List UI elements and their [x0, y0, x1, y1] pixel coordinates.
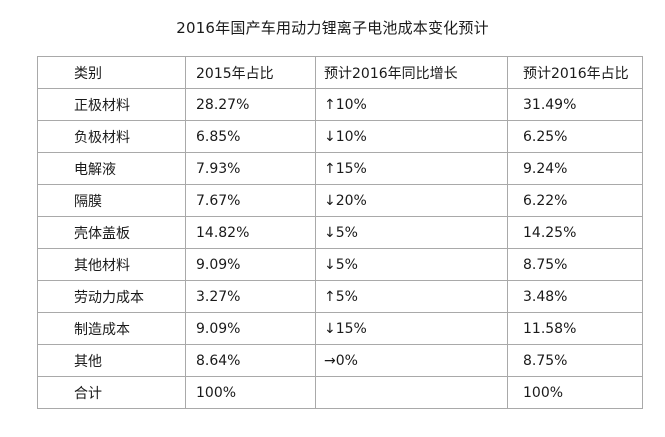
growth-value: 0%: [335, 352, 358, 369]
table-row: 制造成本 9.09% ↓15% 11.58%: [37, 312, 643, 345]
cell-share-2015: 28.27%: [185, 88, 316, 121]
cell-growth-2016: ↑5%: [315, 280, 508, 313]
cell-share-2016: 31.49%: [507, 88, 643, 121]
cell-share-2016: 8.75%: [507, 248, 643, 281]
cell-category: 正极材料: [37, 88, 186, 121]
cell-share-2016: 14.25%: [507, 216, 643, 249]
cell-growth-2016: ↑15%: [315, 152, 508, 185]
arrow-right-icon: →: [324, 352, 336, 369]
header-share-2015: 2015年占比: [185, 56, 316, 89]
cell-share-2015: 100%: [185, 376, 316, 409]
growth-value: 15%: [335, 160, 367, 177]
cell-category: 合计: [37, 376, 186, 409]
cell-category: 电解液: [37, 152, 186, 185]
header-growth-2016: 预计2016年同比增长: [315, 56, 508, 89]
cell-share-2016: 3.48%: [507, 280, 643, 313]
arrow-down-icon: ↓: [324, 224, 336, 241]
table-row: 隔膜 7.67% ↓20% 6.22%: [37, 184, 643, 217]
cell-share-2015: 7.93%: [185, 152, 316, 185]
cell-category: 其他材料: [37, 248, 186, 281]
cell-growth-2016: ↑10%: [315, 88, 508, 121]
table-row: 其他 8.64% →0% 8.75%: [37, 344, 643, 377]
cell-share-2016: 8.75%: [507, 344, 643, 377]
growth-value: 5%: [335, 256, 358, 273]
table-row: 电解液 7.93% ↑15% 9.24%: [37, 152, 643, 185]
growth-value: 15%: [335, 320, 367, 337]
cell-share-2015: 14.82%: [185, 216, 316, 249]
arrow-up-icon: ↑: [324, 288, 336, 305]
cell-share-2015: 7.67%: [185, 184, 316, 217]
growth-value: 5%: [335, 288, 358, 305]
cell-share-2016: 100%: [507, 376, 643, 409]
growth-value: 10%: [335, 96, 367, 113]
table-title: 2016年国产车用动力锂离子电池成本变化预计: [176, 19, 489, 37]
table-header-row: 类别 2015年占比 预计2016年同比增长 预计2016年占比: [37, 56, 643, 89]
table-row: 合计 100% 100%: [37, 376, 643, 409]
growth-value: 10%: [335, 128, 367, 145]
cell-growth-2016: ↓5%: [315, 216, 508, 249]
cell-category: 负极材料: [37, 120, 186, 153]
arrow-down-icon: ↓: [324, 256, 336, 273]
cell-share-2016: 11.58%: [507, 312, 643, 345]
cell-category: 隔膜: [37, 184, 186, 217]
cell-growth-2016: ↓20%: [315, 184, 508, 217]
cost-change-table: 类别 2015年占比 预计2016年同比增长 预计2016年占比 正极材料 28.…: [37, 56, 643, 409]
cell-growth-2016: →0%: [315, 344, 508, 377]
arrow-down-icon: ↓: [324, 320, 336, 337]
cell-growth-2016: ↓10%: [315, 120, 508, 153]
cell-category: 劳动力成本: [37, 280, 186, 313]
growth-value: 5%: [335, 224, 358, 241]
cell-share-2015: 6.85%: [185, 120, 316, 153]
cell-category: 壳体盖板: [37, 216, 186, 249]
cell-growth-2016: ↓15%: [315, 312, 508, 345]
cell-share-2015: 3.27%: [185, 280, 316, 313]
arrow-down-icon: ↓: [324, 128, 336, 145]
arrow-up-icon: ↑: [324, 160, 336, 177]
cell-share-2015: 9.09%: [185, 248, 316, 281]
cell-share-2016: 9.24%: [507, 152, 643, 185]
cell-category: 其他: [37, 344, 186, 377]
table-row: 壳体盖板 14.82% ↓5% 14.25%: [37, 216, 643, 249]
cell-category: 制造成本: [37, 312, 186, 345]
table-row: 正极材料 28.27% ↑10% 31.49%: [37, 88, 643, 121]
cell-growth-2016: ↓5%: [315, 248, 508, 281]
arrow-up-icon: ↑: [324, 96, 336, 113]
arrow-down-icon: ↓: [324, 192, 336, 209]
table-row: 其他材料 9.09% ↓5% 8.75%: [37, 248, 643, 281]
header-category: 类别: [37, 56, 186, 89]
cell-share-2016: 6.25%: [507, 120, 643, 153]
table-body: 类别 2015年占比 预计2016年同比增长 预计2016年占比 正极材料 28.…: [37, 56, 643, 409]
header-share-2016: 预计2016年占比: [507, 56, 643, 89]
table-row: 负极材料 6.85% ↓10% 6.25%: [37, 120, 643, 153]
cell-share-2016: 6.22%: [507, 184, 643, 217]
cell-growth-2016: [315, 376, 508, 409]
growth-value: 20%: [335, 192, 367, 209]
table-row: 劳动力成本 3.27% ↑5% 3.48%: [37, 280, 643, 313]
cell-share-2015: 8.64%: [185, 344, 316, 377]
cell-share-2015: 9.09%: [185, 312, 316, 345]
